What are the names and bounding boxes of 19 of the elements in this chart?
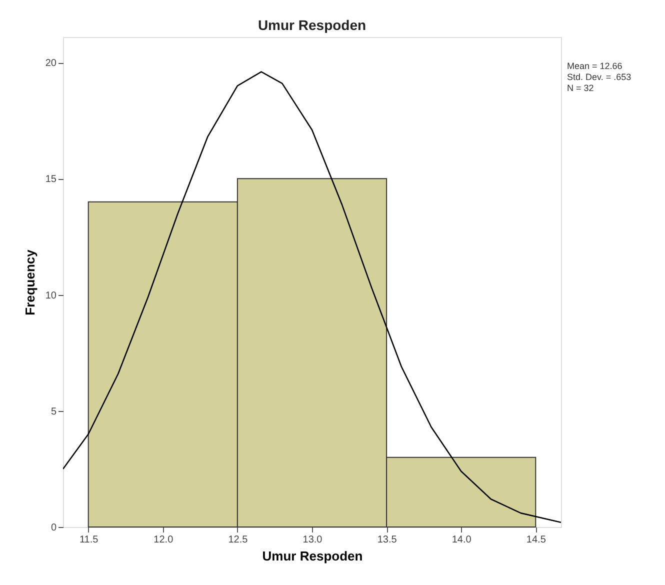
x-tick-label: 13.0 — [302, 534, 323, 546]
y-tick-label: 5 — [50, 406, 57, 418]
chart-title: Umur Respoden — [258, 17, 366, 33]
x-tick-label: 13.5 — [377, 534, 398, 546]
y-axis-title: Frequency — [22, 248, 38, 316]
text: Mean = 12.66 — [567, 61, 622, 71]
x-tick-label: 12.0 — [154, 534, 174, 546]
line-series — [63, 71, 561, 524]
y-tick-label: 0 — [50, 522, 57, 534]
text: Std. Dev. = .653 — [567, 72, 632, 82]
x-tick-label: 14.5 — [526, 534, 546, 546]
y-tick-label: 15 — [45, 174, 57, 186]
y-tick-label: 10 — [45, 290, 57, 302]
text: N = 32 — [567, 83, 594, 93]
x-tick-label: 12.5 — [228, 534, 248, 546]
y-tick-label: 20 — [45, 58, 57, 70]
x-tick-label: 14.0 — [452, 534, 472, 546]
x-axis-title: Umur Respoden — [262, 548, 363, 564]
x-tick-label: 11.5 — [79, 534, 99, 546]
